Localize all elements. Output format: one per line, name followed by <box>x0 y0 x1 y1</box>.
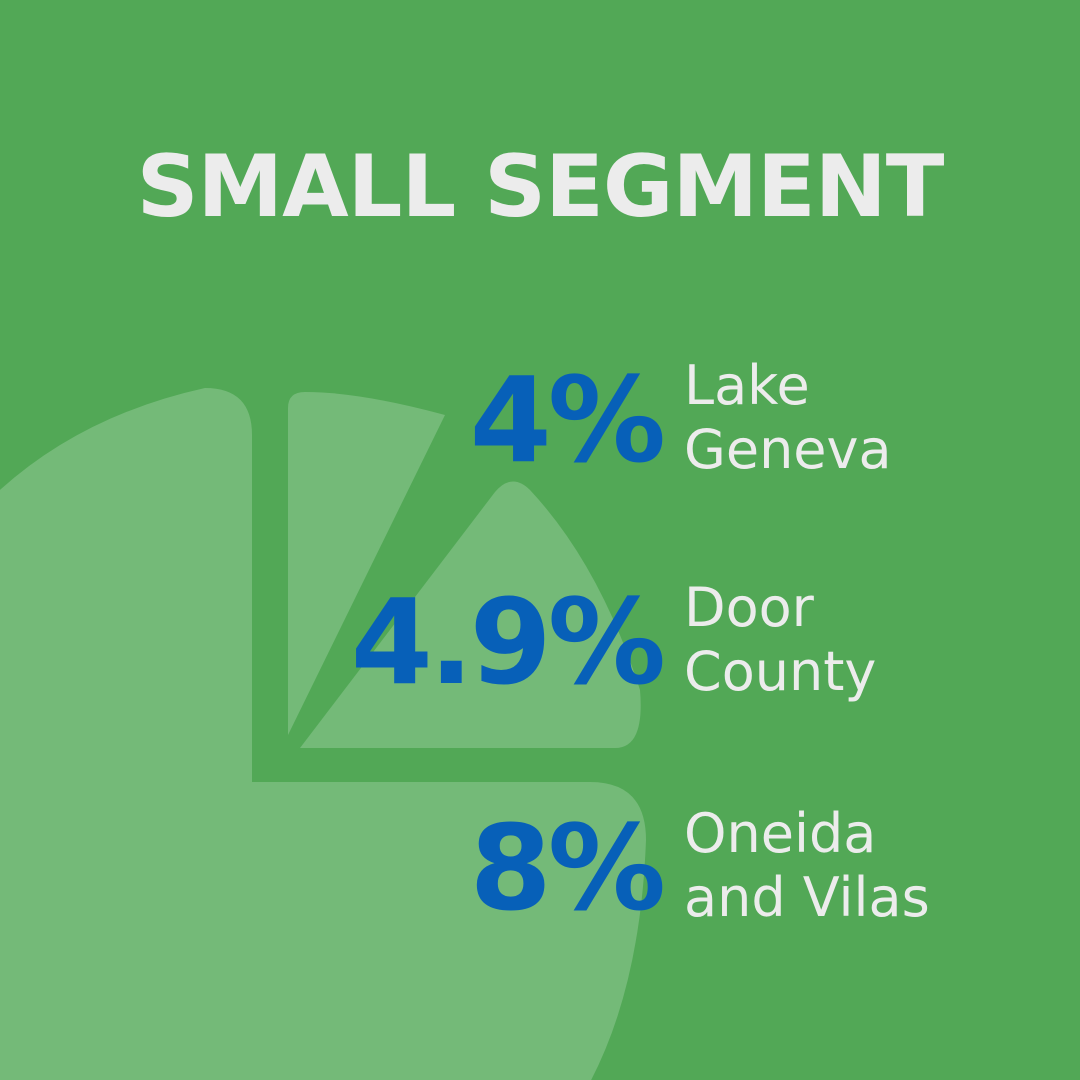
pie-inner-slice <box>300 481 641 748</box>
stat-percent: 8% <box>469 799 666 937</box>
stat-label-line: Lake <box>684 354 810 417</box>
stat-percent: 4% <box>469 351 666 489</box>
stat-label-line: County <box>684 640 877 703</box>
stat-oneida-vilas: 8% Oneida and Vilas <box>0 798 1080 938</box>
stat-label-line: and Vilas <box>684 866 930 929</box>
stat-percent: 4.9% <box>350 573 666 711</box>
pie-upper-slice <box>288 392 445 735</box>
pie-large-slice <box>0 388 646 1080</box>
stat-door-county: 4.9% Door County <box>0 572 1080 712</box>
stat-label-line: Door <box>684 576 814 639</box>
stat-label-line: Oneida <box>684 802 877 865</box>
stat-label-line: Geneva <box>684 418 892 481</box>
stat-label: Lake Geneva <box>684 354 892 482</box>
stat-label: Door County <box>684 576 876 704</box>
stat-label: Oneida and Vilas <box>684 802 930 930</box>
stat-lake-geneva: 4% Lake Geneva <box>0 350 1080 490</box>
page-title: SMALL SEGMENT <box>136 137 945 237</box>
